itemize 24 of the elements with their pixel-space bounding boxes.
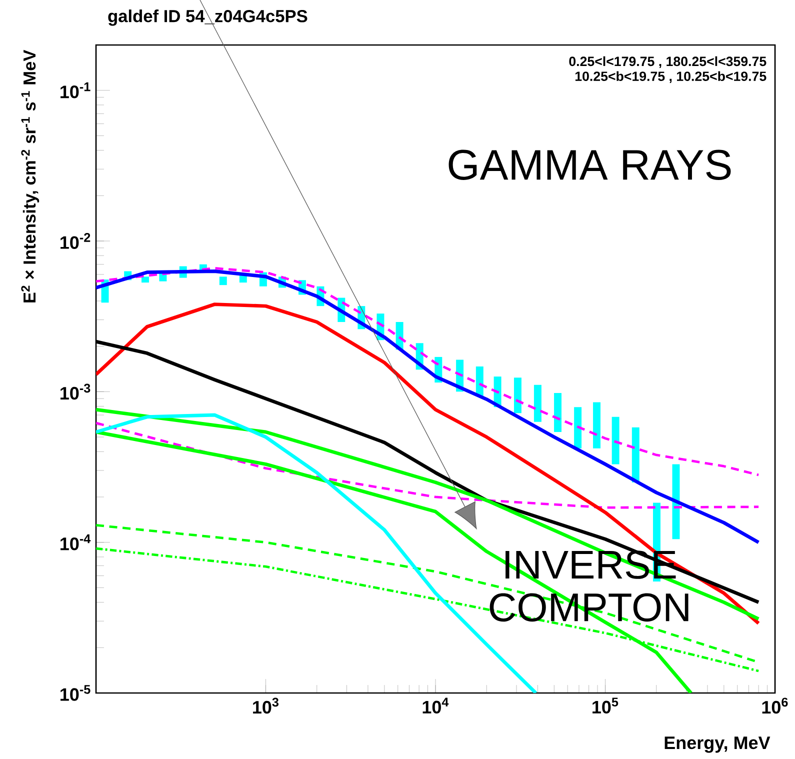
bar [593,402,600,448]
bar [142,276,149,283]
bar [632,427,640,482]
y-tick-label: 10$^{-1}$ [60,82,90,98]
y-tick-label: 10$^{-5}$ [60,685,90,701]
bar [554,392,562,432]
bar [534,384,542,422]
bar [514,378,522,414]
bar [612,416,620,464]
x-tick-label: 10$^{3}$ [253,698,279,714]
annotation: GAMMA RAYS [448,150,731,180]
bar [574,407,582,448]
text: E$^{2}$ × Intensity, cm$^{-2}$ sr$^{-1}$ s$^{-1}$ MeV [21,50,40,302]
y-tick-label: 10$^{-2}$ [60,233,90,249]
annotation: 10.25<b<19.75 , 10.25<b<19.75 [575,71,766,83]
y-tick-label: 10$^{-3}$ [60,384,90,400]
chart-title: galdef ID 54_z04G4c5PS [108,10,308,26]
x-tick-label: 10$^{4}$ [422,698,449,714]
annotation: 0.25<l<179.75 , 180.25<l<359.75 [569,56,766,68]
x-tick-label: 10$^{5}$ [592,698,618,714]
y-tick-label: 10$^{-4}$ [60,534,91,550]
bar [219,276,227,286]
x-tick-label: 10$^{6}$ [762,698,788,714]
x-axis-title: Energy, MeV [664,736,770,753]
